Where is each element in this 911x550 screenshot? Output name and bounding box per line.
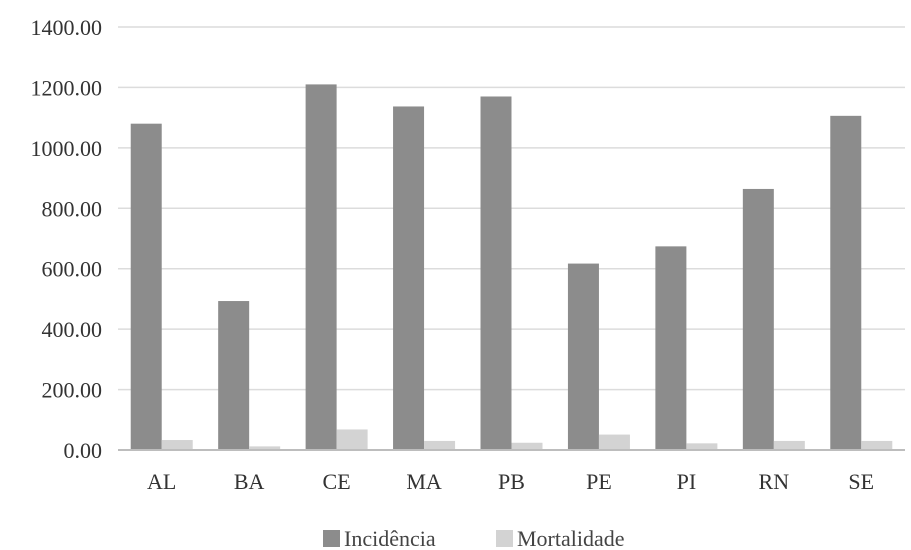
bar-mortalidade-pe xyxy=(598,434,630,450)
y-tick-label: 0.00 xyxy=(64,438,103,463)
legend-swatch-incidencia xyxy=(323,530,340,547)
bar-mortalidade-pi xyxy=(686,443,718,450)
x-tick-label-ma: MA xyxy=(406,469,442,494)
y-axis-tick-labels: 0.00 200.00 400.00 600.00 800.00 1000.00 1200.… xyxy=(31,15,103,463)
x-tick-label-al: AL xyxy=(147,469,176,494)
bar-mortalidade-rn xyxy=(773,440,805,450)
bar-mortalidade-ma xyxy=(424,440,456,450)
y-tick-label: 600.00 xyxy=(42,257,103,282)
x-tick-label-ba: BA xyxy=(234,469,265,494)
x-tick-label-pi: PI xyxy=(677,469,697,494)
y-tick-label: 1000.00 xyxy=(31,136,103,161)
bar-incidencia-al xyxy=(130,123,162,450)
legend: Incidência Mortalidade xyxy=(323,526,625,550)
y-tick-label: 1200.00 xyxy=(31,75,103,100)
bar-incidencia-pi xyxy=(655,246,687,450)
legend-label-mortalidade: Mortalidade xyxy=(517,526,625,550)
bar-incidencia-se xyxy=(830,115,862,450)
bar-incidencia-rn xyxy=(742,188,774,450)
bar-incidencia-ba xyxy=(218,301,250,450)
y-tick-label: 1400.00 xyxy=(31,15,103,40)
bar-mortalidade-pb xyxy=(511,442,543,450)
bar-mortalidade-se xyxy=(861,440,893,450)
y-tick-label: 200.00 xyxy=(42,378,103,403)
y-tick-label: 800.00 xyxy=(42,196,103,221)
x-tick-label-rn: RN xyxy=(759,469,790,494)
bar-mortalidade-ce xyxy=(336,429,368,450)
bars xyxy=(130,84,893,451)
bar-incidencia-ce xyxy=(305,84,337,451)
bar-incidencia-pb xyxy=(480,96,512,450)
x-tick-label-ce: CE xyxy=(323,469,351,494)
x-tick-label-se: SE xyxy=(848,469,874,494)
bar-mortalidade-al xyxy=(161,440,193,450)
legend-swatch-mortalidade xyxy=(496,530,513,547)
x-tick-label-pb: PB xyxy=(498,469,525,494)
y-tick-label: 400.00 xyxy=(42,317,103,342)
bar-incidencia-pe xyxy=(567,263,599,450)
x-tick-label-pe: PE xyxy=(586,469,612,494)
legend-label-incidencia: Incidência xyxy=(344,526,436,550)
bar-incidencia-ma xyxy=(393,106,425,451)
x-axis-tick-labels: AL BA CE MA PB PE PI RN SE xyxy=(147,469,874,494)
bar-mortalidade-ba xyxy=(249,446,281,450)
